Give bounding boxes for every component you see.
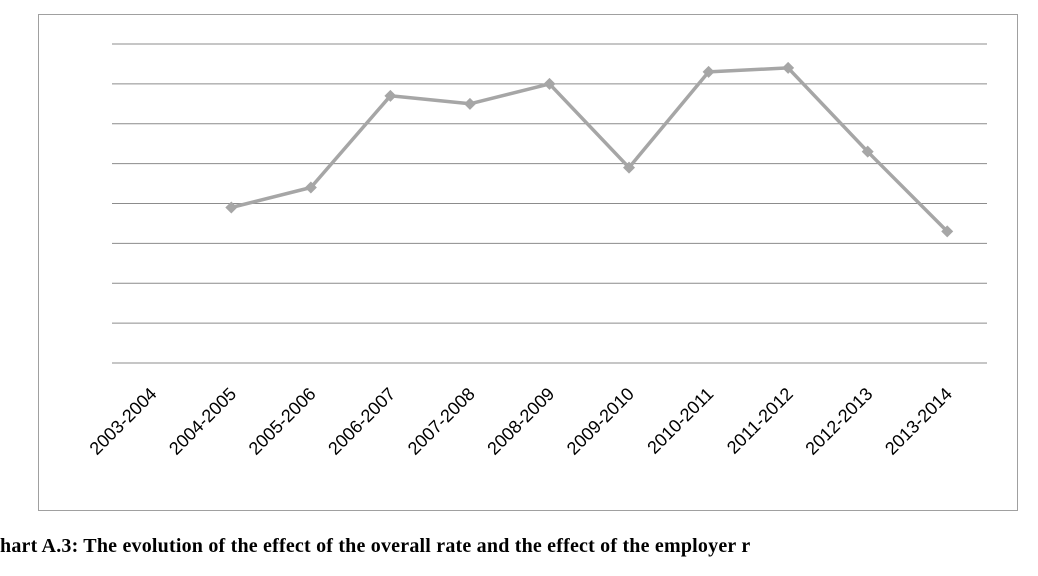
x-tick-label: 2007-2008 [404, 384, 479, 459]
x-tick-label: 2013-2014 [881, 384, 956, 459]
data-point-marker [304, 181, 317, 194]
x-tick-label: 2004-2005 [165, 384, 240, 459]
gridlines [112, 43, 987, 364]
series-line [230, 66, 949, 233]
data-point-marker [225, 201, 238, 214]
x-tick-label: 2009-2010 [563, 384, 638, 459]
data-point-marker [782, 61, 795, 74]
data-point-marker [941, 225, 954, 238]
x-tick-label: 2008-2009 [483, 384, 558, 459]
data-point-marker [384, 89, 397, 102]
x-tick-label: 2011-2012 [723, 384, 797, 458]
x-tick-label: 2003-2004 [86, 384, 161, 459]
line-chart: 2003-2004 2004-2005 2005-2006 2006-2007 2007… [86, 43, 987, 459]
data-markers [225, 61, 954, 238]
x-tick-label: 2012-2013 [801, 384, 876, 459]
chart-frame [38, 14, 1018, 511]
x-tick-label: 2010-2011 [643, 384, 717, 458]
data-point-marker [623, 161, 636, 174]
data-point-marker [861, 145, 874, 158]
data-point-marker [463, 97, 476, 110]
data-point-marker [543, 77, 556, 90]
series-line-path [230, 66, 949, 233]
x-axis-tick-labels: 2003-2004 2004-2005 2005-2006 2006-2007 2007… [86, 384, 956, 459]
data-point-marker [702, 65, 715, 78]
x-tick-label: 2005-2006 [245, 384, 320, 459]
x-tick-label: 2006-2007 [324, 384, 399, 459]
chart-caption: hart A.3: The evolution of the effect of… [0, 535, 751, 557]
